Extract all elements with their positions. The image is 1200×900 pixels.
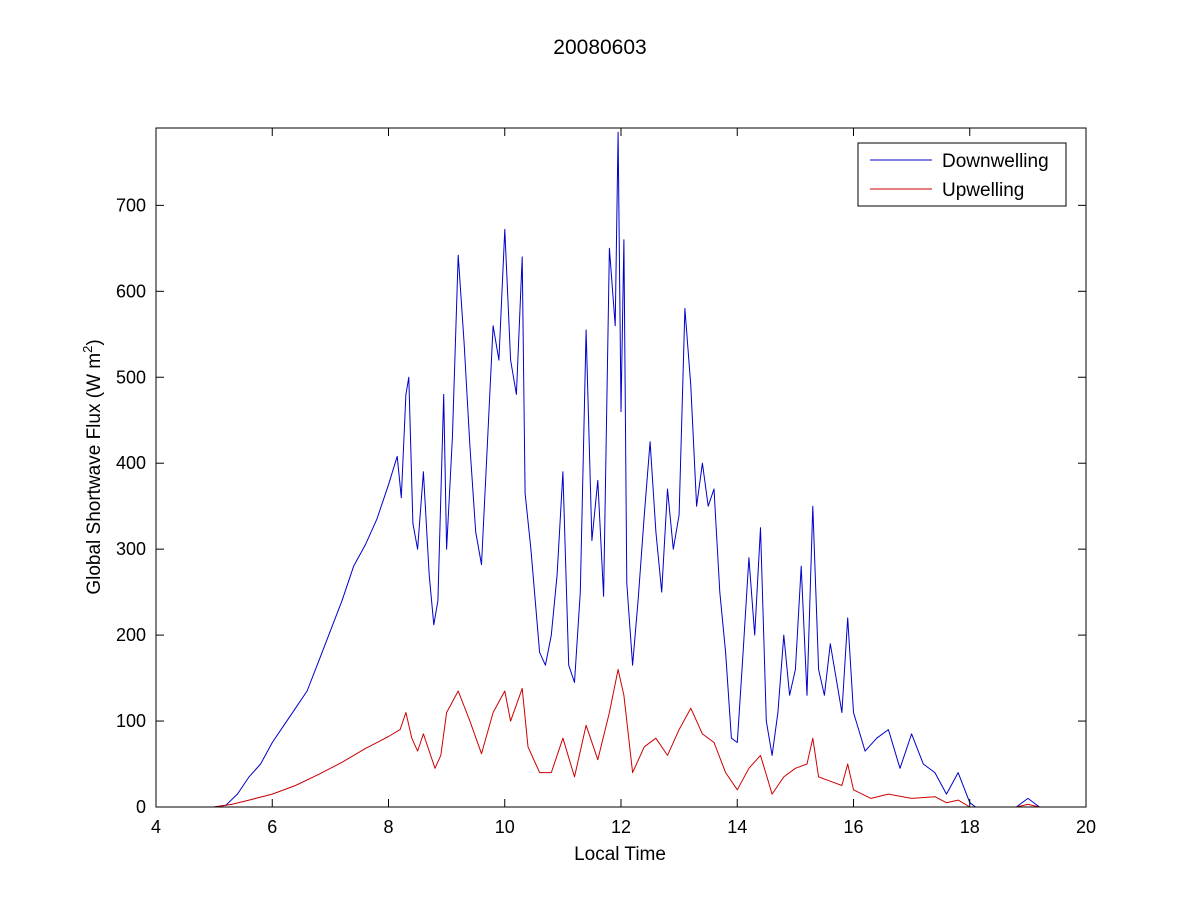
x-tick-label: 16 — [843, 817, 863, 837]
x-tick-label: 6 — [267, 817, 277, 837]
legend-label-upwelling: Upwelling — [942, 180, 1024, 201]
y-tick-label: 700 — [116, 195, 146, 215]
x-tick-label: 12 — [611, 817, 631, 837]
chart-title: 20080603 — [553, 36, 646, 59]
legend: Downwelling Upwelling — [857, 142, 1067, 207]
x-tick-label: 18 — [960, 817, 980, 837]
legend-label-downwelling: Downwelling — [942, 151, 1049, 172]
x-tick-label: 10 — [495, 817, 515, 837]
series-line-downwelling — [185, 131, 1040, 808]
y-tick-label: 100 — [116, 711, 146, 731]
y-tick-label: 400 — [116, 453, 146, 473]
y-tick-label: 500 — [116, 367, 146, 387]
series-layer — [185, 131, 1040, 808]
x-axis-ticks: 4 6 8 10 12 14 16 18 20 — [151, 128, 1096, 837]
legend-box — [857, 142, 1067, 207]
plot-area — [155, 127, 1087, 808]
x-tick-label: 4 — [151, 817, 161, 837]
x-tick-label: 14 — [727, 817, 747, 837]
y-tick-label: 600 — [116, 281, 146, 301]
x-tick-label: 8 — [383, 817, 393, 837]
series-line-upwelling — [185, 669, 1040, 808]
x-tick-label: 20 — [1076, 817, 1096, 837]
y-tick-label: 300 — [116, 539, 146, 559]
y-axis-label: Global Shortwave Flux (W m2) — [80, 339, 105, 594]
y-tick-label: 0 — [136, 797, 146, 817]
y-axis-ticks: 0 100 200 300 400 500 600 700 — [116, 195, 1086, 817]
x-axis-label: Local Time — [574, 844, 666, 865]
y-tick-label: 200 — [116, 625, 146, 645]
